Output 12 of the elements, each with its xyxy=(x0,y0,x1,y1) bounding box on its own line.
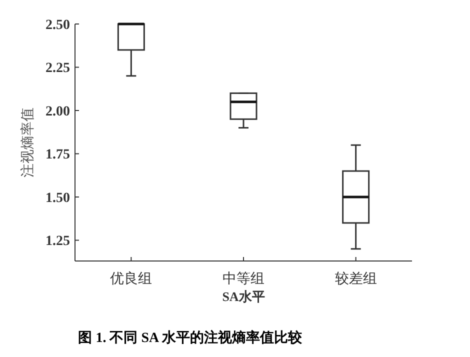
y-tick-label: 1.50 xyxy=(46,190,70,206)
y-axis-title: 注视熵率值 xyxy=(20,108,36,178)
y-tick-label: 2.25 xyxy=(46,61,70,76)
y-tick-label: 2.50 xyxy=(46,18,70,33)
x-axis-title: SA水平 xyxy=(222,289,265,304)
caption: 图 1. 不同 SA 水平的注视熵率值比较 xyxy=(78,329,303,346)
y-tick-label: 2.00 xyxy=(46,104,70,120)
x-tick-label: 较差组 xyxy=(334,271,377,287)
x-tick-label: 中等组 xyxy=(222,271,264,287)
y-tick-label: 1.75 xyxy=(46,148,70,163)
x-tick-label: 优良组 xyxy=(110,271,152,287)
y-tick-label: 1.25 xyxy=(46,234,70,250)
